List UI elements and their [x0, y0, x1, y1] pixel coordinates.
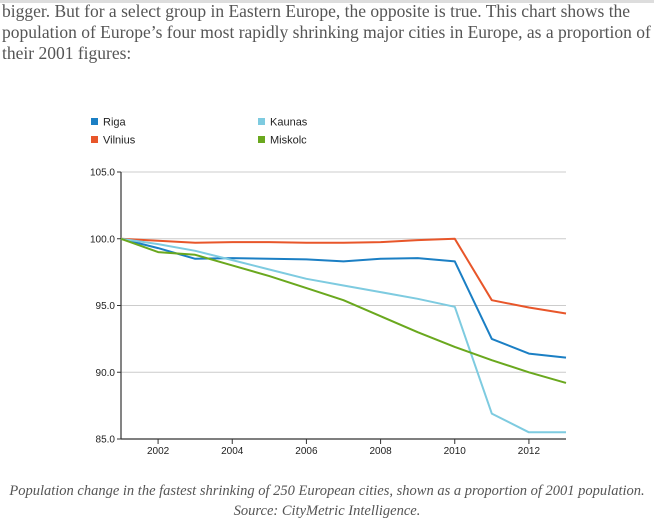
- legend-swatch-miskolc: [258, 136, 265, 143]
- y-tick-label: 100.0: [90, 234, 115, 245]
- y-tick-label: 95.0: [96, 301, 116, 312]
- y-tick-label: 85.0: [96, 435, 116, 446]
- series-line-kaunas: [120, 237, 566, 434]
- caption-text: Population change in the fastest shrinki…: [9, 483, 645, 499]
- x-tick-label: 2002: [147, 446, 170, 457]
- legend-label-riga: Riga: [103, 117, 127, 129]
- x-tick-label: 2012: [518, 446, 541, 457]
- legend-label-kaunas: Kaunas: [270, 117, 308, 129]
- legend-label-miskolc: Miskolc: [270, 135, 307, 147]
- y-tick-label: 105.0: [90, 168, 115, 179]
- top-divider: [0, 0, 654, 3]
- x-tick-label: 2008: [369, 446, 392, 457]
- x-tick-label: 2010: [444, 446, 467, 457]
- chart-caption: Population change in the fastest shrinki…: [0, 481, 654, 521]
- series-line-vilnius: [120, 237, 567, 315]
- series-line-riga: [120, 237, 567, 359]
- x-tick-label: 2004: [221, 446, 244, 457]
- x-tick-label: 2006: [295, 446, 318, 457]
- legend-swatch-kaunas: [258, 118, 265, 125]
- caption-source: Source: CityMetric Intelligence.: [233, 503, 421, 519]
- legend-swatch-riga: [91, 118, 98, 125]
- series-line-miskolc: [120, 237, 567, 384]
- legend-label-vilnius: Vilnius: [103, 135, 136, 147]
- legend-swatch-vilnius: [91, 136, 98, 143]
- y-tick-label: 90.0: [96, 368, 116, 379]
- intro-paragraph: bigger. But for a select group in Easter…: [2, 1, 651, 63]
